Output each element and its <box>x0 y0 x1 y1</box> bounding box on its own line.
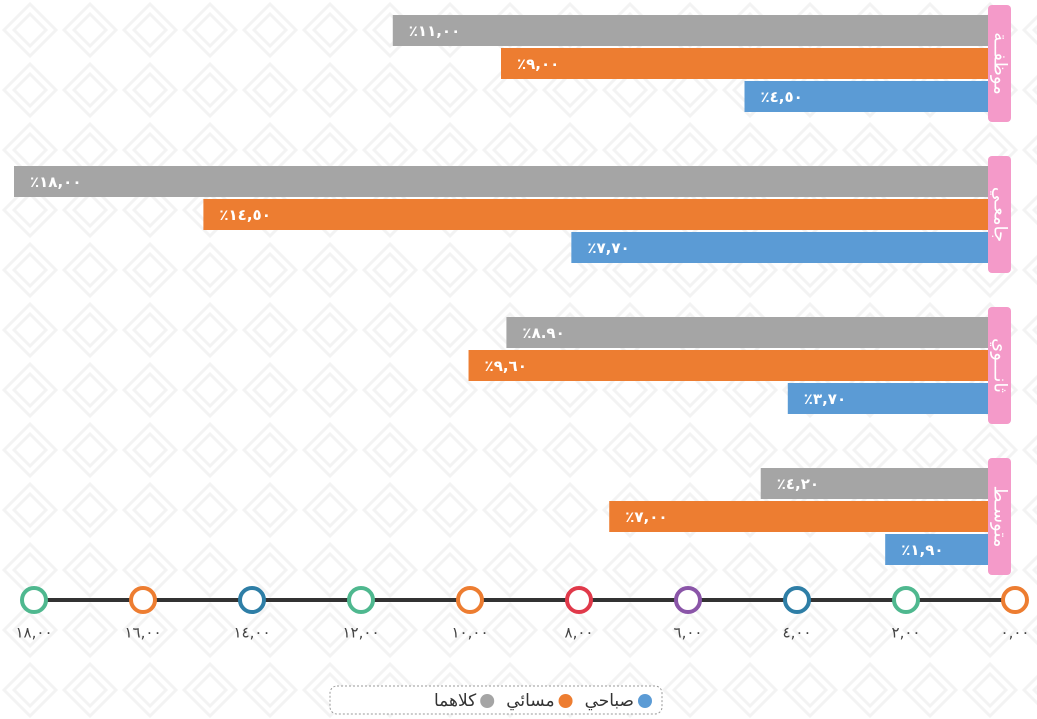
legend-label: صباحي <box>585 691 634 711</box>
category-label: موظفــة <box>990 32 1011 95</box>
x-tick-label: ٠,٠٠ <box>1001 624 1030 642</box>
category-label: ثانـــوي <box>990 338 1011 393</box>
value-label: ٪٩,٦٠ <box>485 357 527 375</box>
bar <box>760 468 988 499</box>
bar <box>609 501 988 532</box>
bar <box>468 350 988 381</box>
x-tick-label: ١٢,٠٠ <box>343 624 380 642</box>
x-tick-label: ٦,٠٠ <box>674 624 703 642</box>
bar <box>501 48 988 79</box>
bar <box>14 166 988 197</box>
tick-marker <box>1001 586 1029 614</box>
legend-box <box>329 685 663 715</box>
category-box <box>988 156 1011 273</box>
tick-marker <box>129 586 157 614</box>
legend-swatch <box>480 694 495 708</box>
value-label: ٪١٤,٥٠ <box>219 206 270 224</box>
tick-marker <box>347 586 375 614</box>
category-box <box>988 307 1011 424</box>
legend: صباحي مسائي كلاهما <box>329 685 663 715</box>
category-box <box>988 458 1011 575</box>
category-box <box>988 5 1011 122</box>
value-label: ٪٨.٩٠ <box>522 324 564 342</box>
x-tick-label: ٢,٠٠ <box>892 624 921 642</box>
tick-marker <box>456 586 484 614</box>
bar <box>744 81 988 112</box>
value-label: ٪٤,٢٠ <box>777 475 819 493</box>
bar <box>885 534 988 565</box>
x-tick-label: ٨,٠٠ <box>565 624 594 642</box>
tick-marker <box>674 586 702 614</box>
x-tick-label: ١٤,٠٠ <box>234 624 271 642</box>
x-tick-label: ١٦,٠٠ <box>125 624 162 642</box>
x-tick-label: ١٨,٠٠ <box>16 624 53 642</box>
bar <box>203 199 988 230</box>
tick-marker <box>565 586 593 614</box>
tick-marker <box>783 586 811 614</box>
value-label: ٪٩,٠٠ <box>517 55 559 73</box>
legend-swatch <box>558 694 573 708</box>
x-tick-label: ١٠,٠٠ <box>452 624 489 642</box>
bar <box>571 232 988 263</box>
category-label: متوسـط <box>990 486 1011 548</box>
value-label: ٪٧,٠٠ <box>625 508 667 526</box>
bar <box>787 383 988 414</box>
value-label: ٪١٨,٠٠ <box>30 173 81 191</box>
tick-marker <box>238 586 266 614</box>
legend-swatch <box>638 694 652 708</box>
value-label: ٪١,٩٠ <box>901 541 943 559</box>
value-label: ٪٤,٥٠ <box>761 88 803 106</box>
legend-label: كلاهما <box>434 691 477 711</box>
value-label: ٪٧,٧٠ <box>587 239 629 257</box>
bar <box>392 15 988 46</box>
tick-marker <box>892 586 920 614</box>
tick-marker <box>20 586 48 614</box>
category-label: جامعـي <box>990 187 1011 242</box>
value-label: ٪١١,٠٠ <box>409 22 460 40</box>
legend-label: مسائي <box>506 691 554 711</box>
x-tick-label: ٤,٠٠ <box>783 624 812 642</box>
value-label: ٪٣,٧٠ <box>804 390 846 408</box>
bar <box>506 317 988 348</box>
